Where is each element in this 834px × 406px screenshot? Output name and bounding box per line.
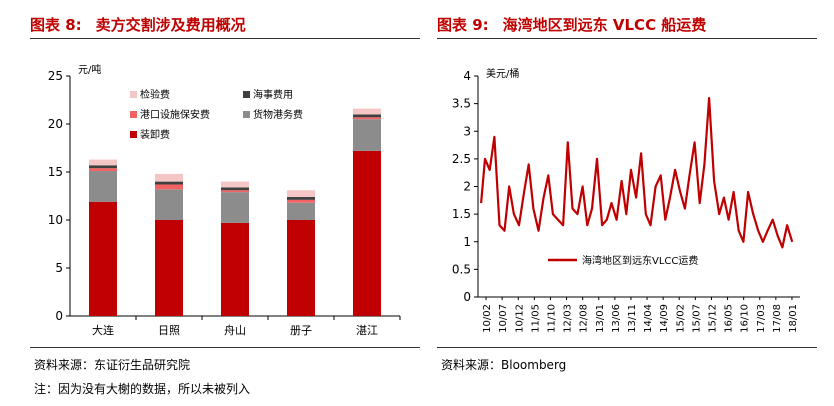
left-y-tick-label: 10 xyxy=(48,213,63,227)
bar-segment xyxy=(221,181,249,188)
series-line xyxy=(480,96,794,249)
bar-segment xyxy=(353,117,381,120)
left-title-rule xyxy=(30,38,420,39)
bar-segment xyxy=(221,190,249,193)
right-y-tick-label: 0 xyxy=(463,290,471,304)
legend-label: 海事费用 xyxy=(253,88,293,101)
right-x-tick-label: 16/10 xyxy=(740,304,751,333)
right-y-tick-label: 4 xyxy=(463,69,471,83)
right-y-tick-label: 0.5 xyxy=(452,262,471,276)
left-category-label: 大连 xyxy=(92,323,114,337)
right-x-tick-label: 16/05 xyxy=(724,304,735,333)
bar-segment xyxy=(287,202,315,220)
bar-segment xyxy=(155,220,183,316)
left-y-tick-label: 15 xyxy=(48,165,63,179)
left-category-label: 湛江 xyxy=(356,324,378,337)
right-figure-label: 图表 9: xyxy=(437,16,489,34)
bar-segment xyxy=(287,199,315,203)
legend-swatch xyxy=(243,111,250,118)
right-title-rule xyxy=(437,38,817,39)
left-figure-title: 图表 8: 卖方交割涉及费用概况 xyxy=(30,14,246,35)
bar-segment xyxy=(155,181,183,185)
legend-label: 港口设施保安费 xyxy=(140,108,210,121)
left-unit-label: 元/吨 xyxy=(78,63,101,76)
left-bottom-rule xyxy=(30,347,420,348)
bar-segment xyxy=(353,150,381,316)
right-x-tick-label: 13/01 xyxy=(595,304,606,333)
right-y-tick-label: 3.5 xyxy=(452,97,471,111)
legend-swatch xyxy=(130,111,137,118)
bar-segment xyxy=(353,119,381,151)
left-y-tick-label: 20 xyxy=(48,117,63,131)
right-x-tick-label: 17/08 xyxy=(772,304,783,333)
legend-swatch xyxy=(243,91,250,98)
right-y-tick-label: 2.5 xyxy=(452,152,471,166)
left-source: 资料来源：东证衍生品研究院 xyxy=(34,358,191,372)
legend-swatch xyxy=(130,91,137,98)
right-x-tick-label: 15/02 xyxy=(675,304,686,333)
bar-segment xyxy=(221,222,249,316)
legend-label: 装卸费 xyxy=(140,128,170,141)
right-x-tick-label: 15/07 xyxy=(691,304,702,333)
bar-segment xyxy=(89,165,117,169)
right-source: 资料来源：Bloomberg xyxy=(441,358,567,372)
bar-segment xyxy=(353,114,381,118)
bar-segment xyxy=(353,108,381,115)
bar-segment xyxy=(155,184,183,190)
right-x-tick-label: 11/10 xyxy=(546,304,557,333)
bar-segment xyxy=(89,171,117,202)
legend-label: 检验费 xyxy=(140,88,170,101)
bar-segment xyxy=(89,201,117,316)
right-x-tick-label: 10/07 xyxy=(498,304,509,333)
right-bottom-rule xyxy=(437,347,817,348)
right-x-tick-label: 14/04 xyxy=(643,304,654,333)
right-y-tick-label: 2 xyxy=(463,180,471,194)
right-y-tick-label: 3 xyxy=(463,124,471,138)
right-x-tick-label: 14/09 xyxy=(659,304,670,333)
right-figure-title: 图表 9: 海湾地区到远东 VLCC 船运费 xyxy=(437,14,706,35)
left-y-tick-label: 25 xyxy=(48,69,63,83)
right-x-tick-label: 11/05 xyxy=(530,304,541,333)
bar-segment xyxy=(221,192,249,223)
right-x-tick-label: 12/08 xyxy=(579,304,590,333)
right-x-tick-label: 13/06 xyxy=(611,304,622,333)
legend-label: 货物港务费 xyxy=(253,108,303,121)
bar-segment xyxy=(287,220,315,316)
right-x-tick-label: 10/12 xyxy=(514,304,525,333)
left-category-label: 舟山 xyxy=(224,323,246,337)
bar-segment xyxy=(155,173,183,182)
right-x-tick-label: 18/01 xyxy=(788,304,799,333)
bar-segment xyxy=(89,159,117,166)
bar-segment xyxy=(287,196,315,200)
right-x-tick-label: 17/03 xyxy=(756,304,767,333)
left-figure-heading: 卖方交割涉及费用概况 xyxy=(95,16,246,34)
right-x-tick-label: 12/03 xyxy=(563,304,574,333)
left-category-label: 册子 xyxy=(290,324,312,337)
right-legend-label: 海湾地区到远东VLCC运费 xyxy=(582,254,698,267)
right-x-tick-label: 15/12 xyxy=(707,304,718,333)
legend-swatch xyxy=(130,131,137,138)
bar-segment xyxy=(287,190,315,197)
right-figure-heading: 海湾地区到远东 VLCC 船运费 xyxy=(502,16,707,34)
left-y-tick-label: 5 xyxy=(55,261,63,275)
bar-segment xyxy=(221,187,249,191)
left-note: 注：因为没有大榭的数据，所以未被列入 xyxy=(34,382,251,396)
left-figure-label: 图表 8: xyxy=(30,16,82,34)
right-y-tick-label: 1 xyxy=(463,235,471,249)
bar-segment xyxy=(155,189,183,220)
bar-segment xyxy=(89,168,117,172)
right-unit-label: 美元/桶 xyxy=(486,67,519,80)
right-y-tick-label: 1.5 xyxy=(452,207,471,221)
right-x-tick-label: 13/11 xyxy=(627,304,638,333)
left-category-label: 日照 xyxy=(158,324,180,337)
left-y-tick-label: 0 xyxy=(55,309,63,323)
right-x-tick-label: 10/02 xyxy=(482,304,493,333)
